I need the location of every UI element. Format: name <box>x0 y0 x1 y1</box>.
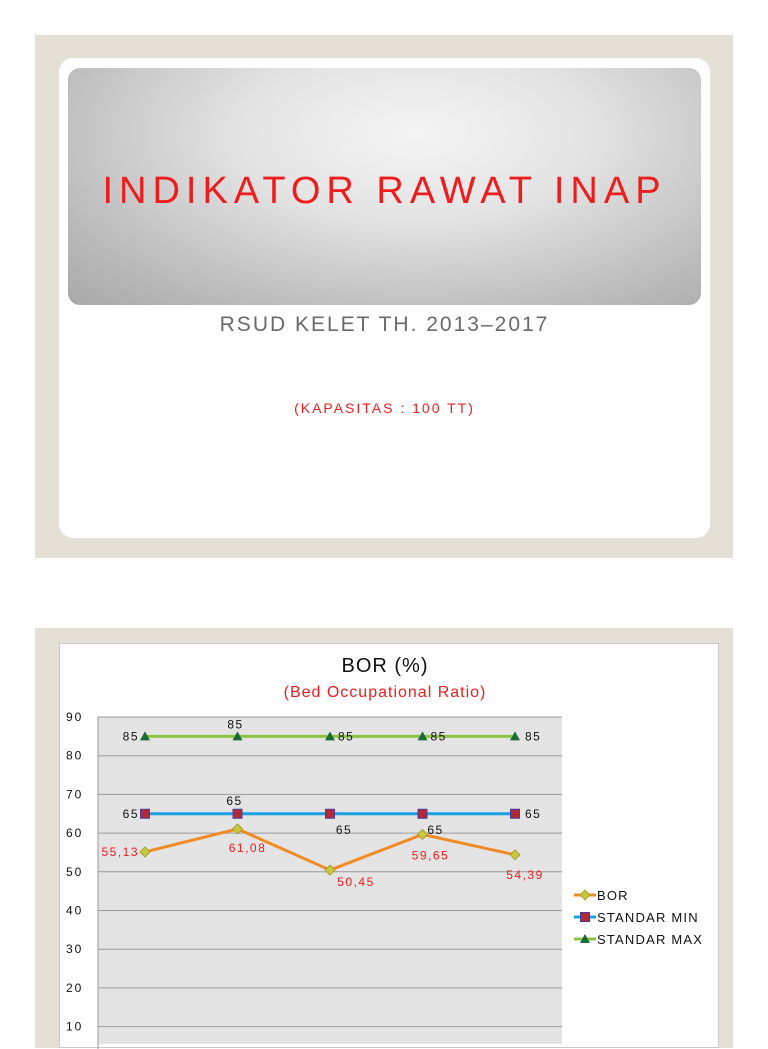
data-label: 85 <box>431 729 447 743</box>
legend-marker <box>580 912 590 922</box>
legend-label: BOR <box>597 888 629 903</box>
legend-marker <box>579 889 591 901</box>
data-point <box>140 808 150 819</box>
y-tick-label: 60 <box>66 826 83 840</box>
data-label: 61,08 <box>229 841 267 855</box>
y-tick-label: 50 <box>66 865 83 879</box>
plot-area <box>98 717 562 1044</box>
data-label: 65 <box>336 823 352 837</box>
legend-label: STANDAR MIN <box>597 910 699 925</box>
data-point <box>510 731 520 741</box>
data-label: 50,45 <box>337 875 375 889</box>
data-label: 59,65 <box>412 848 450 862</box>
data-point <box>232 731 243 741</box>
data-label: 54,39 <box>506 868 544 882</box>
data-point <box>417 808 428 819</box>
data-point <box>510 808 520 819</box>
data-label: 65 <box>525 807 541 821</box>
slide-subtitle: RSUD KELET TH. 2013–2017 <box>219 313 550 336</box>
capacity-note: (KAPASITAS : 100 TT) <box>294 400 475 416</box>
data-point <box>232 808 243 819</box>
data-point <box>231 823 244 835</box>
data-point <box>509 849 521 861</box>
y-tick-label: 90 <box>66 710 83 724</box>
data-label: 85 <box>338 729 354 743</box>
data-label: 85 <box>227 717 243 731</box>
chart-title: BOR (%) <box>342 655 429 677</box>
y-tick-label: 20 <box>66 981 83 995</box>
y-tick-label: 80 <box>66 749 83 763</box>
data-point <box>325 731 335 741</box>
data-point <box>139 846 151 858</box>
bor-line-chart: BOR (%) (Bed Occupational Ratio) 90 80 70 60 5… <box>66 655 703 1049</box>
slide-title: INDIKATOR RAWAT INAP <box>102 170 667 212</box>
data-label: 55,13 <box>101 845 139 859</box>
y-tick-label: 40 <box>66 904 83 918</box>
data-point <box>324 864 336 876</box>
data-label: 65 <box>226 794 242 808</box>
data-point <box>416 828 429 841</box>
legend-label: STANDAR MAX <box>597 932 703 947</box>
data-point <box>417 731 428 741</box>
data-label: 85 <box>525 729 541 743</box>
title-slide: INDIKATOR RAWAT INAP RSUD KELET TH. 2013… <box>35 35 733 558</box>
chart-subtitle: (Bed Occupational Ratio) <box>284 684 487 701</box>
chart-frame: BOR (%) (Bed Occupational Ratio) 90 80 70 60 5… <box>59 643 719 1049</box>
title-banner: INDIKATOR RAWAT INAP <box>68 68 701 305</box>
title-slide-card: INDIKATOR RAWAT INAP RSUD KELET TH. 2013… <box>59 58 710 538</box>
y-tick-label: 30 <box>66 942 83 956</box>
data-label: 85 <box>123 729 139 743</box>
legend-marker <box>580 934 590 943</box>
data-label: 65 <box>427 823 443 837</box>
y-tick-label: 10 <box>66 1020 83 1034</box>
chart-slide: BOR (%) (Bed Occupational Ratio) 90 80 70 60 5… <box>35 628 733 1049</box>
data-label: 65 <box>123 807 139 821</box>
y-tick-label: 70 <box>66 787 83 801</box>
data-point <box>140 731 150 741</box>
data-point <box>325 808 335 819</box>
